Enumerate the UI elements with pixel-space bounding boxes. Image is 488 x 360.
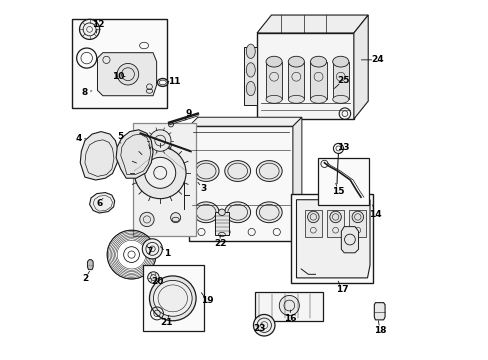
Text: 4: 4 xyxy=(76,134,82,143)
Ellipse shape xyxy=(310,56,326,67)
Bar xyxy=(215,212,228,234)
Bar xyxy=(317,158,368,205)
Ellipse shape xyxy=(218,209,225,216)
Polygon shape xyxy=(310,62,326,99)
Text: 22: 22 xyxy=(213,239,226,248)
Text: 24: 24 xyxy=(370,55,383,64)
Text: 20: 20 xyxy=(151,276,163,285)
Text: 6: 6 xyxy=(96,199,102,208)
Text: 23: 23 xyxy=(253,324,265,333)
Polygon shape xyxy=(89,193,115,213)
Polygon shape xyxy=(373,303,384,320)
Polygon shape xyxy=(188,117,301,126)
Text: 2: 2 xyxy=(81,274,88,283)
Text: 16: 16 xyxy=(284,314,296,323)
Text: 14: 14 xyxy=(368,210,381,219)
Bar xyxy=(133,123,196,235)
Text: 3: 3 xyxy=(200,184,206,193)
Ellipse shape xyxy=(246,44,255,58)
Bar xyxy=(143,265,203,330)
Bar xyxy=(348,210,366,237)
Ellipse shape xyxy=(265,95,282,103)
Text: 17: 17 xyxy=(335,285,347,294)
Text: 25: 25 xyxy=(336,76,348,85)
Ellipse shape xyxy=(351,211,363,223)
Text: 12: 12 xyxy=(92,19,104,28)
Text: 18: 18 xyxy=(373,326,386,335)
Bar xyxy=(72,19,167,108)
Circle shape xyxy=(147,272,159,283)
Ellipse shape xyxy=(256,161,282,181)
Ellipse shape xyxy=(332,95,348,103)
Circle shape xyxy=(80,19,100,40)
Polygon shape xyxy=(188,126,292,241)
Text: 7: 7 xyxy=(146,247,152,256)
Polygon shape xyxy=(353,15,367,119)
Text: 11: 11 xyxy=(168,77,181,86)
Ellipse shape xyxy=(193,161,219,181)
Circle shape xyxy=(170,213,180,223)
Polygon shape xyxy=(341,226,358,253)
Bar xyxy=(290,194,372,283)
Ellipse shape xyxy=(265,56,282,67)
Circle shape xyxy=(253,315,274,336)
Text: 15: 15 xyxy=(331,187,344,196)
Ellipse shape xyxy=(224,202,250,223)
Polygon shape xyxy=(292,117,301,241)
Ellipse shape xyxy=(246,63,255,77)
Text: 1: 1 xyxy=(164,249,170,258)
Polygon shape xyxy=(116,130,153,178)
Text: 13: 13 xyxy=(336,143,348,152)
Polygon shape xyxy=(255,292,323,320)
Ellipse shape xyxy=(193,202,219,223)
Ellipse shape xyxy=(256,202,282,223)
Bar xyxy=(304,210,321,237)
Ellipse shape xyxy=(224,161,250,181)
Ellipse shape xyxy=(246,81,255,96)
Text: 19: 19 xyxy=(200,296,213,305)
Circle shape xyxy=(144,157,175,188)
Polygon shape xyxy=(257,15,367,33)
Polygon shape xyxy=(97,53,156,96)
Ellipse shape xyxy=(307,211,319,223)
Polygon shape xyxy=(287,62,304,99)
Circle shape xyxy=(149,130,171,151)
Ellipse shape xyxy=(149,276,196,321)
Ellipse shape xyxy=(329,211,341,223)
Text: 21: 21 xyxy=(160,318,172,327)
Text: 8: 8 xyxy=(81,87,88,96)
Polygon shape xyxy=(80,132,118,180)
Polygon shape xyxy=(257,33,353,119)
Polygon shape xyxy=(87,260,93,270)
Polygon shape xyxy=(265,62,282,99)
Polygon shape xyxy=(332,62,348,99)
Ellipse shape xyxy=(310,95,326,103)
Circle shape xyxy=(279,296,299,316)
Ellipse shape xyxy=(287,56,304,67)
Text: 9: 9 xyxy=(185,109,192,118)
Polygon shape xyxy=(296,200,369,278)
Ellipse shape xyxy=(153,280,192,316)
Text: 10: 10 xyxy=(112,72,124,81)
Text: 5: 5 xyxy=(118,132,123,141)
Ellipse shape xyxy=(287,95,304,103)
Circle shape xyxy=(134,147,185,199)
Circle shape xyxy=(140,212,154,226)
Circle shape xyxy=(142,239,162,259)
Ellipse shape xyxy=(332,56,348,67)
Circle shape xyxy=(117,63,139,85)
Bar xyxy=(326,210,344,237)
Polygon shape xyxy=(244,47,257,105)
